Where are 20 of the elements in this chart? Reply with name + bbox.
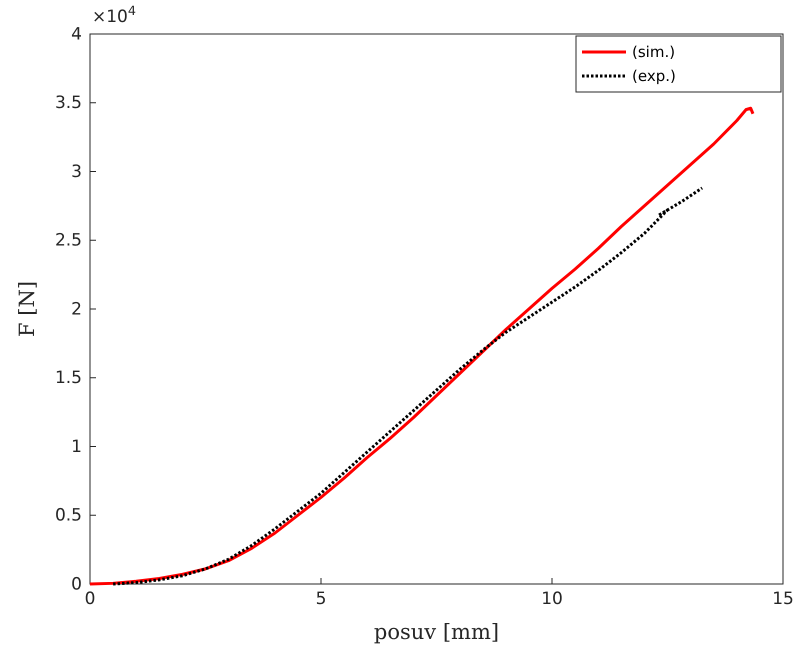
line-series xyxy=(112,186,704,586)
y-tick-label: 3.5 xyxy=(54,93,82,114)
x-axis-title: posuv [mm] xyxy=(374,620,500,644)
x-tick-label: 15 xyxy=(772,589,794,610)
x-tick-label: 0 xyxy=(84,589,96,610)
legend-label: (exp.) xyxy=(632,67,676,85)
y-tick-label: 2.5 xyxy=(54,230,82,251)
y-tick-label: 2 xyxy=(71,299,82,320)
y-tick-label: 1.5 xyxy=(54,368,82,388)
y-tick-label: 0 xyxy=(71,574,82,594)
y-tick-label: 3 xyxy=(71,162,82,182)
y-tick-label: 1 xyxy=(71,436,82,457)
text: ×10$^{4}$ xyxy=(92,4,136,27)
x-tick-label: 5 xyxy=(316,589,326,610)
line-series xyxy=(88,106,754,586)
y-axis-title: F [N] xyxy=(15,280,39,338)
y-tick-label: 0.5 xyxy=(54,506,82,526)
legend-label: (sim.) xyxy=(632,43,676,61)
y-tick-label: 4 xyxy=(71,24,82,44)
x-tick-label: 10 xyxy=(541,589,563,610)
